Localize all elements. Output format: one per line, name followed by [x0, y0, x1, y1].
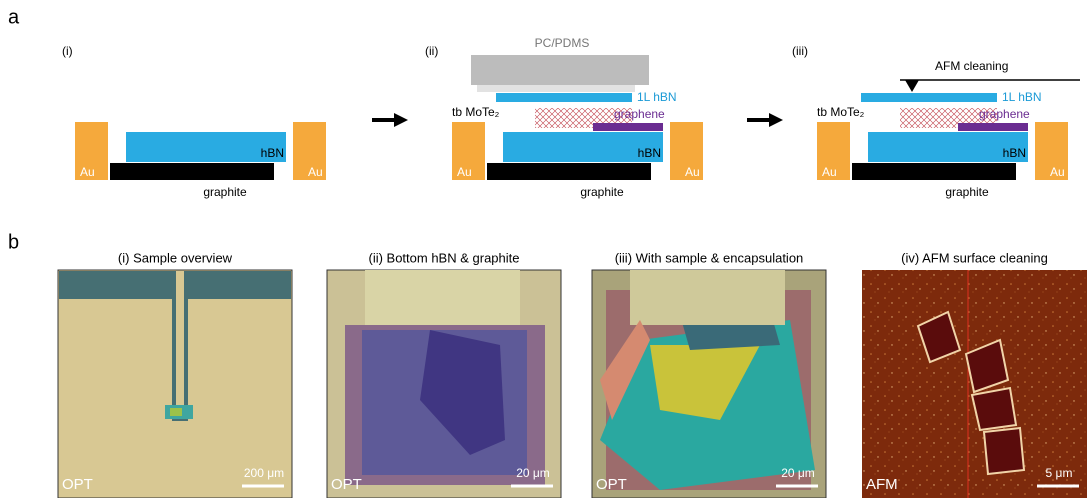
au-label: Au — [308, 165, 323, 179]
au-label: Au — [457, 165, 472, 179]
schematics: (i) Au Au hBN graphite (ii) Au Au hBN graphite 1L … — [62, 36, 1080, 199]
image-title: (ii) Bottom hBN & graphite — [368, 250, 519, 265]
top-hbn — [496, 93, 632, 102]
scale-label: 5 μm — [1046, 466, 1073, 480]
stamp-label: PC/PDMS — [535, 36, 590, 50]
graphene-label: graphene — [979, 107, 1030, 121]
tip — [905, 80, 919, 92]
graphite — [487, 163, 651, 180]
graphite — [852, 163, 1016, 180]
graphene-label: graphene — [614, 107, 665, 121]
au-label: Au — [685, 165, 700, 179]
image-encapsulated — [592, 270, 826, 498]
au-label: Au — [822, 165, 837, 179]
top-hbn — [861, 93, 997, 102]
panel-label: a — [8, 6, 20, 28]
graphene — [958, 123, 1028, 131]
mode-label: OPT — [62, 476, 93, 493]
graphite-label: graphite — [945, 185, 989, 199]
graphite-label: graphite — [203, 185, 247, 199]
image-title: (i) Sample overview — [118, 250, 233, 265]
stamp-base — [477, 85, 635, 92]
scale-label: 20 μm — [516, 466, 550, 480]
image-overview — [58, 270, 292, 498]
mode-label: OPT — [596, 476, 627, 493]
image-title: (iii) With sample & encapsulation — [615, 250, 804, 265]
tip-label: AFM cleaning — [935, 59, 1008, 73]
image-bottom — [327, 270, 561, 498]
hbn-label: hBN — [638, 146, 661, 160]
step-label: (i) — [62, 44, 73, 58]
image-title: (iv) AFM surface cleaning — [901, 250, 1048, 265]
graphite-label: graphite — [580, 185, 624, 199]
figure: a (i) Au Au hBN graphite (ii) Au Au hBN graphite 1… — [0, 0, 1087, 498]
graphene — [593, 123, 663, 131]
graphite — [110, 163, 274, 180]
mode-label: OPT — [331, 476, 362, 493]
hbn-label: hBN — [1003, 146, 1026, 160]
micrographs: (i) Sample overview OPT 200 μm (ii) Bottom … — [58, 250, 1087, 498]
top-hbn-label: 1L hBN — [1002, 90, 1042, 104]
image-afm — [862, 270, 1087, 498]
sample-label: tb MoTe₂ — [452, 105, 500, 119]
scale-label: 200 μm — [244, 466, 284, 480]
au-label: Au — [1050, 165, 1065, 179]
step-label: (iii) — [792, 44, 808, 58]
stamp — [471, 55, 649, 85]
step-label: (ii) — [425, 44, 438, 58]
au-label: Au — [80, 165, 95, 179]
panel-label: b — [8, 231, 19, 253]
hbn-label: hBN — [261, 146, 284, 160]
scale-label: 20 μm — [781, 466, 815, 480]
mode-label: AFM — [866, 476, 898, 493]
top-hbn-label: 1L hBN — [637, 90, 677, 104]
sample-label: tb MoTe₂ — [817, 105, 865, 119]
